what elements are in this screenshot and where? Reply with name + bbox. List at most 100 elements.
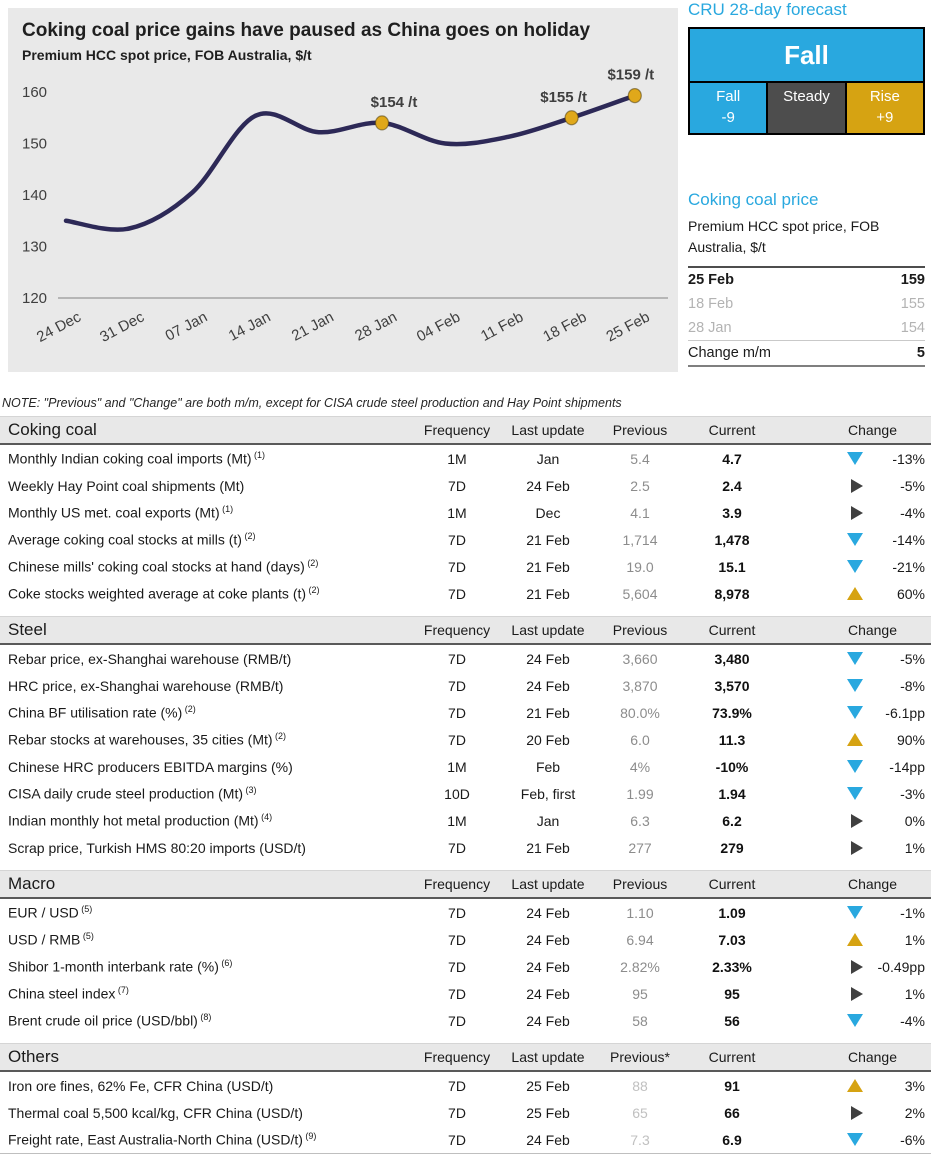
change-value: -4% — [900, 1012, 925, 1029]
last-update-value: Feb, first — [520, 785, 576, 802]
triangle-right-icon — [851, 959, 863, 974]
change-value: -0.49pp — [877, 958, 925, 975]
triangle-down-icon — [847, 652, 863, 665]
indicator-label: Rebar stocks at warehouses, 35 cities (M… — [8, 731, 287, 748]
change-cell: -4% — [778, 1013, 931, 1029]
previous-value: 95 — [632, 985, 648, 1002]
frequency-value: 7D — [448, 931, 466, 948]
price-block-heading: Coking coal price — [688, 190, 819, 209]
column-header-previous: Previous — [612, 422, 668, 438]
table-row: Chinese mills' coking coal stocks at han… — [0, 553, 931, 580]
change-value: -6.1pp — [885, 704, 925, 721]
section-title: Coking coal — [8, 420, 97, 439]
table-row: Monthly Indian coking coal imports (Mt) … — [0, 445, 931, 472]
x-axis-tick-label: 14 Jan — [226, 309, 274, 345]
change-cell: -3% — [778, 786, 931, 802]
previous-value: 2.82% — [620, 958, 660, 975]
change-cell: -14% — [778, 532, 931, 548]
chart-subtitle: Premium HCC spot price, FOB Australia, $… — [22, 47, 312, 63]
triangle-up-icon — [847, 587, 863, 600]
change-value: -14pp — [889, 758, 925, 775]
previous-value: 5,604 — [622, 585, 658, 602]
change-value: -5% — [900, 477, 925, 494]
change-cell: 1% — [778, 986, 931, 1002]
section-title: Macro — [8, 874, 56, 893]
current-value: 66 — [724, 1104, 740, 1121]
triangle-down-icon — [847, 787, 863, 800]
section-title: Steel — [8, 620, 47, 639]
frequency-value: 1M — [447, 504, 467, 521]
table-row: Shibor 1-month interbank rate (%) (6) 7D… — [0, 953, 931, 980]
footnote-superscript: (4) — [258, 812, 273, 823]
current-value: 2.33% — [712, 958, 752, 975]
change-value: -5% — [900, 650, 925, 667]
chart-title: Coking coal price gains have paused as C… — [22, 20, 591, 41]
table-row: USD / RMB (5) 7D 24 Feb 6.94 7.03 1% — [0, 926, 931, 953]
change-value: -14% — [892, 531, 925, 548]
column-header-current: Current — [708, 876, 756, 892]
triangle-right-icon — [851, 478, 863, 493]
change-value: -21% — [892, 558, 925, 575]
data-point-marker — [374, 115, 390, 131]
triangle-up-icon — [847, 933, 863, 946]
frequency-value: 7D — [448, 731, 466, 748]
frequency-value: 7D — [448, 558, 466, 575]
current-value: 6.9 — [722, 1131, 742, 1148]
y-axis-tick-label: 130 — [22, 239, 47, 256]
forecast-option-label: Rise — [869, 88, 900, 105]
column-header-previous: Previous* — [610, 1049, 670, 1065]
current-value: 6.2 — [722, 812, 742, 829]
current-value: 15.1 — [718, 558, 746, 575]
indicator-label: Thermal coal 5,500 kcal/kg, CFR China (U… — [8, 1104, 303, 1121]
indicator-label: Chinese HRC producers EBITDA margins (%) — [8, 758, 293, 775]
x-axis-tick-label: 21 Jan — [289, 309, 337, 345]
last-update-value: 25 Feb — [526, 1077, 570, 1094]
table-row: HRC price, ex-Shanghai warehouse (RMB/t)… — [0, 672, 931, 699]
indicator-label: Iron ore fines, 62% Fe, CFR China (USD/t… — [8, 1077, 274, 1094]
previous-value: 58 — [632, 1012, 648, 1029]
footnote-superscript: (1) — [251, 450, 266, 461]
table-row: China BF utilisation rate (%) (2) 7D 21 … — [0, 699, 931, 726]
price-annotation: $154 /t — [371, 94, 418, 111]
column-header-last-update: Last update — [511, 422, 585, 438]
change-cell: -21% — [778, 559, 931, 575]
forecast-option-rise: Rise +9 — [844, 83, 923, 133]
forecast-option-fall: Fall -9 — [690, 83, 767, 133]
price-row-value: 155 — [900, 296, 925, 312]
change-value: 1% — [904, 931, 925, 948]
last-update-value: Jan — [536, 812, 560, 829]
footnote-superscript: (6) — [218, 958, 233, 969]
triangle-down-icon — [847, 679, 863, 692]
indicator-label: Scrap price, Turkish HMS 80:20 imports (… — [8, 839, 306, 856]
change-value: -6% — [900, 1131, 925, 1148]
change-value: 0% — [904, 812, 925, 829]
indicator-label: Coke stocks weighted average at coke pla… — [8, 585, 320, 602]
table-row: Iron ore fines, 62% Fe, CFR China (USD/t… — [0, 1072, 931, 1099]
last-update-value: 21 Feb — [526, 704, 570, 721]
table-row: Average coking coal stocks at mills (t) … — [0, 526, 931, 553]
table-row: Scrap price, Turkish HMS 80:20 imports (… — [0, 834, 931, 861]
change-cell: -5% — [778, 478, 931, 494]
triangle-right-icon — [851, 813, 863, 828]
x-axis-tick-label: 25 Feb — [603, 309, 652, 346]
section-header: Others Frequency Last update Previous* C… — [0, 1043, 931, 1072]
column-header-last-update: Last update — [511, 1049, 585, 1065]
forecast-option-label: Steady — [783, 88, 830, 105]
frequency-value: 7D — [448, 1104, 466, 1121]
change-cell: -1% — [778, 905, 931, 921]
indicator-label: China BF utilisation rate (%) (2) — [8, 704, 196, 721]
change-cell: 0% — [778, 813, 931, 829]
top-section: 160 150 140 130 120 24 Dec 31 Dec 07 Jan 14 Jan 2… — [0, 0, 931, 380]
last-update-value: 21 Feb — [526, 531, 570, 548]
y-axis-tick-label: 120 — [22, 290, 47, 307]
change-cell: -13% — [778, 451, 931, 467]
change-cell: 1% — [778, 932, 931, 948]
section-header: Macro Frequency Last update Previous Cur… — [0, 870, 931, 899]
footnote-superscript: (1) — [219, 504, 234, 515]
last-update-value: 24 Feb — [526, 985, 570, 1002]
footnote-superscript: (2) — [272, 731, 287, 742]
frequency-value: 1M — [447, 450, 467, 467]
forecast-main-cell: Fall — [690, 29, 923, 81]
previous-value: 7.3 — [630, 1131, 650, 1148]
